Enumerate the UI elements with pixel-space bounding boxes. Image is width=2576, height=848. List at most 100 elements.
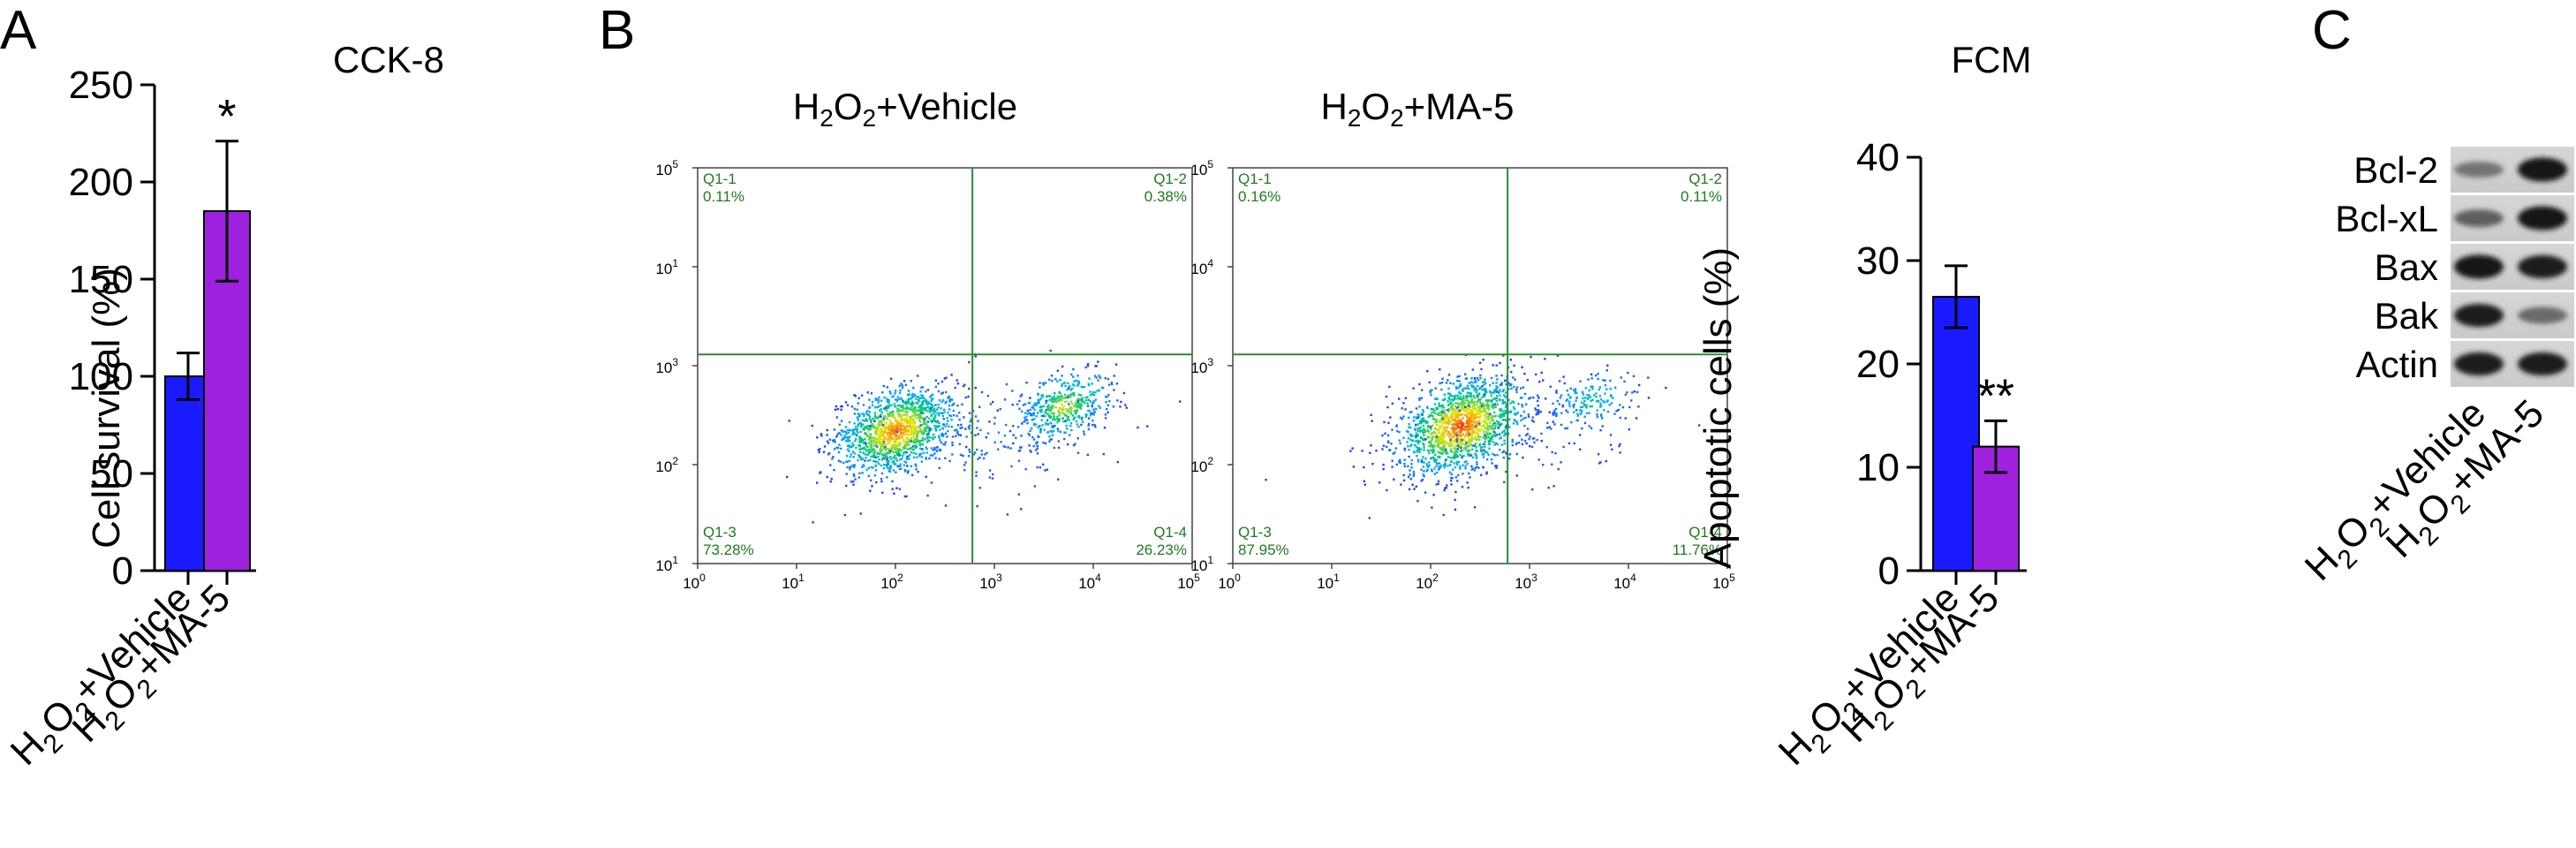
flow-point [1036, 447, 1039, 450]
flow-point [1595, 392, 1598, 395]
flow-point [1101, 387, 1105, 390]
flow-point [1483, 425, 1485, 428]
flow-point [1491, 405, 1493, 409]
flow-point [1429, 391, 1432, 394]
flow-title-vehicle-part-4: +Vehicle [876, 86, 1017, 127]
flow-point [880, 431, 882, 434]
flow-point [974, 386, 977, 390]
flow-point [884, 430, 887, 433]
flow-point [1502, 412, 1505, 415]
flow-point [1638, 383, 1641, 387]
flow-point [910, 450, 913, 454]
flow-point [1508, 383, 1512, 387]
flow-point [1395, 430, 1399, 433]
flow-point [1454, 454, 1457, 457]
flow-point [1471, 368, 1475, 371]
flow-point [875, 416, 879, 419]
flow-point [895, 443, 897, 445]
flow-point [1483, 449, 1485, 451]
flow-point [857, 419, 859, 421]
flow-point [903, 440, 905, 443]
flow-point [1492, 430, 1495, 433]
flow-point [904, 383, 908, 387]
flow-point [851, 429, 854, 432]
flow-point [1039, 382, 1041, 384]
flow-point [1526, 433, 1529, 435]
flow-point [928, 428, 932, 431]
flow-point [849, 455, 852, 458]
flow-point [892, 410, 895, 413]
flow-point [1427, 466, 1430, 469]
flow-point [933, 447, 936, 450]
flow-point [1476, 415, 1478, 418]
flow-point [1435, 437, 1439, 441]
flow-point [1079, 407, 1083, 410]
flow-point [1647, 397, 1651, 399]
flow-point [1474, 405, 1477, 407]
flow-point [897, 435, 900, 439]
flow-point [909, 403, 912, 405]
flow-point [1462, 398, 1464, 401]
flow-point [880, 443, 883, 446]
flow-point [1445, 382, 1448, 384]
flow-point [1488, 390, 1492, 393]
flow-point [1092, 419, 1094, 422]
flow-point [909, 440, 911, 443]
flow-point [1093, 400, 1096, 403]
flow-point [900, 467, 903, 470]
flow-point [840, 429, 842, 432]
flow-point [1463, 447, 1466, 450]
flow-point [912, 402, 915, 405]
flow-point [886, 443, 888, 446]
flow-point [1393, 478, 1395, 481]
flow-point [954, 386, 956, 390]
flow-point [920, 456, 924, 458]
blot-band [2454, 254, 2504, 279]
flow-point [1584, 387, 1588, 390]
flow-point [852, 483, 855, 486]
flow-point [1408, 423, 1410, 426]
flow-point [1475, 428, 1477, 430]
flow-point [1465, 397, 1468, 399]
flow-point [1439, 442, 1443, 444]
flow-point [845, 473, 848, 475]
flow-quadrant-name-vehicle: Q1-3 [703, 524, 737, 541]
flow-point [904, 400, 907, 403]
flow-point [903, 380, 906, 382]
flow-point [948, 398, 952, 401]
flow-point [945, 390, 948, 394]
flow-point [1579, 409, 1582, 412]
flow-point [952, 403, 955, 405]
flow-point [884, 428, 887, 430]
flow-point [1369, 451, 1371, 454]
flow-point [1522, 386, 1525, 389]
flow-title-ma5-part-1: 2 [1348, 104, 1362, 132]
flow-point [1044, 469, 1046, 472]
flow-point [880, 450, 882, 454]
flow-point [1591, 385, 1594, 388]
flow-point [1502, 394, 1506, 397]
flow-point [1416, 416, 1420, 420]
flow-point [1067, 410, 1069, 413]
flow-point [875, 443, 878, 445]
flow-point [1387, 441, 1390, 444]
flow-point [1469, 424, 1472, 427]
flow-point [909, 417, 911, 420]
flow-point [1507, 388, 1510, 390]
flow-point [1575, 391, 1578, 394]
flow-point [1090, 414, 1092, 417]
flow-point [1515, 442, 1518, 444]
flow-point [890, 450, 893, 452]
flow-point [896, 396, 900, 398]
flow-point [894, 463, 897, 466]
flow-point [1382, 467, 1385, 471]
flow-point [952, 413, 956, 417]
flow-point [1012, 425, 1015, 428]
flow-point [1107, 383, 1111, 386]
cck8-y-tick-label: 0 [112, 549, 133, 593]
flow-point [865, 418, 867, 420]
flow-point [882, 454, 885, 457]
flow-point [1424, 420, 1426, 422]
flow-point [895, 398, 899, 401]
